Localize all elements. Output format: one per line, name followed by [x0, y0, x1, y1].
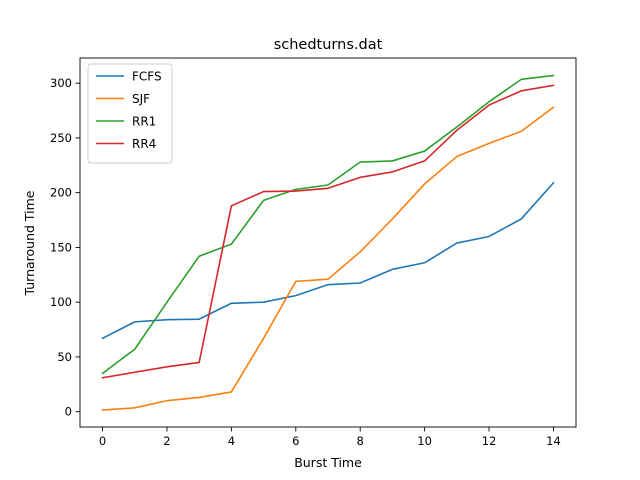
x-tick-label: 0 [99, 434, 106, 448]
series-line-rr1 [101, 74, 555, 375]
x-axis-label: Burst Time [294, 455, 362, 470]
legend-label-sjf: SJF [132, 92, 150, 106]
axes: 0 2 4 6 8 10 12 14 0 50 100 150 200 250 300 [50, 57, 577, 448]
series-line-sjf [101, 106, 555, 411]
x-tick-label: 10 [417, 434, 432, 448]
x-tick-label: 6 [292, 434, 299, 448]
axes-frame [79, 57, 577, 428]
y-tick-label: 100 [50, 295, 72, 309]
y-tick-label: 150 [50, 240, 72, 254]
y-tick-label: 200 [50, 186, 72, 200]
series-line-fcfs [101, 181, 555, 340]
y-axis-label: Turnaround Time [22, 190, 37, 296]
series-line-rr4 [101, 84, 555, 379]
chart-title: schedturns.dat [274, 37, 383, 53]
x-tick-label: 8 [357, 434, 364, 448]
legend-label-rr4: RR4 [132, 137, 156, 151]
plot-area [101, 74, 555, 411]
y-tick-label: 250 [50, 131, 72, 145]
x-tick-label: 12 [482, 434, 497, 448]
y-tick-label: 0 [65, 405, 72, 419]
legend-box [87, 63, 173, 164]
legend: FCFS SJF RR1 RR4 [87, 63, 173, 164]
x-tick-label: 2 [163, 434, 170, 448]
x-tick-label: 14 [546, 434, 561, 448]
y-tick-label: 300 [50, 76, 72, 90]
legend-label-fcfs: FCFS [132, 70, 162, 84]
x-tick-label: 4 [228, 434, 235, 448]
legend-label-rr1: RR1 [132, 115, 156, 129]
y-tick-label: 50 [57, 350, 72, 364]
